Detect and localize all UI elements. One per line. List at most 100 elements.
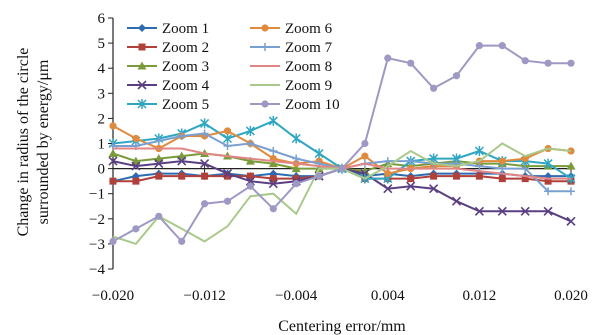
data-point-zoom-7: [154, 136, 163, 145]
data-point-zoom-7: [567, 187, 575, 196]
legend-item-zoom-1: Zoom 1: [127, 21, 209, 37]
data-point-zoom-5: [222, 133, 233, 144]
legend-label: Zoom 4: [162, 78, 210, 94]
data-point-zoom-10: [292, 180, 300, 188]
legend-item-zoom-6: Zoom 6: [250, 21, 333, 37]
data-point-zoom-6: [223, 127, 232, 135]
data-point-zoom-4: [383, 184, 393, 194]
data-point-zoom-7: [544, 187, 553, 196]
data-point-zoom-2: [292, 175, 300, 183]
data-point-zoom-10: [315, 172, 323, 180]
data-point-zoom-7: [498, 164, 507, 173]
legend-label: Zoom 10: [285, 97, 340, 113]
legend-marker: [261, 100, 269, 108]
data-point-zoom-10: [132, 225, 140, 233]
data-point-zoom-7: [383, 157, 392, 166]
legend-item-zoom-9: Zoom 9: [250, 78, 332, 94]
y-axis-title-line-2: surrounded by energy/μm: [35, 59, 52, 224]
data-point-zoom-10: [338, 165, 346, 173]
y-axis-ticks: −4 −3 −2 −1 0 1 2 3 4 5 6: [89, 11, 113, 278]
data-point-zoom-10: [109, 237, 117, 245]
data-point-zoom-2: [521, 175, 529, 183]
data-point-zoom-2: [430, 172, 438, 180]
data-point-zoom-2: [453, 172, 460, 180]
data-point-zoom-10: [201, 200, 209, 208]
data-point-zoom-4: [566, 216, 576, 226]
legend-label: Zoom 6: [285, 21, 333, 37]
data-point-zoom-2: [132, 177, 140, 185]
data-point-zoom-10: [269, 205, 277, 213]
legend-label: Zoom 5: [162, 97, 209, 113]
data-point-zoom-5: [474, 146, 484, 157]
y-axis-title: Change in radius of the circle surrounde…: [15, 48, 52, 237]
data-point-zoom-4: [154, 159, 164, 169]
y-tick-label: 5: [98, 36, 106, 52]
series-zoom-10: [109, 42, 575, 245]
data-point-zoom-4: [497, 206, 507, 216]
data-point-zoom-3: [268, 159, 278, 168]
data-point-zoom-6: [361, 152, 369, 160]
data-point-zoom-10: [155, 212, 163, 220]
data-point-zoom-4: [474, 206, 484, 216]
y-tick-label: −3: [89, 237, 105, 253]
data-point-zoom-4: [131, 161, 141, 171]
legend-item-zoom-4: Zoom 4: [127, 78, 210, 94]
data-point-zoom-2: [498, 175, 506, 183]
x-tick-label: 0.020: [554, 288, 588, 304]
data-point-zoom-7: [177, 131, 186, 140]
data-point-zoom-10: [498, 42, 506, 50]
y-tick-label: −2: [89, 212, 105, 228]
legend-marker: [138, 24, 146, 32]
data-point-zoom-10: [223, 197, 232, 205]
legend-item-zoom-5: Zoom 5: [127, 97, 209, 113]
data-point-zoom-4: [177, 156, 187, 166]
legend-item-zoom-10: Zoom 10: [250, 97, 340, 113]
data-point-zoom-5: [245, 125, 255, 136]
data-point-zoom-3: [108, 149, 118, 158]
data-point-zoom-10: [430, 84, 438, 92]
data-point-zoom-7: [269, 147, 278, 156]
data-point-zoom-7: [406, 157, 415, 166]
x-tick-label: 0.012: [463, 288, 497, 304]
data-point-zoom-2: [544, 177, 552, 185]
data-point-zoom-2: [246, 172, 254, 180]
data-point-zoom-6: [567, 147, 575, 155]
y-tick-label: 0: [98, 162, 106, 178]
data-point-zoom-6: [498, 157, 506, 165]
data-point-zoom-7: [200, 129, 209, 138]
legend-marker: [137, 99, 147, 109]
data-point-zoom-7: [223, 142, 232, 151]
data-point-zoom-5: [200, 118, 210, 129]
series-lines: [108, 42, 576, 246]
y-tick-label: 3: [98, 86, 106, 102]
legend-marker: [137, 80, 147, 90]
x-tick-label: −0.012: [183, 288, 225, 304]
legend: Zoom 1 Zoom 2 Zoom 3 Zoom 4 Zoom 5 Zoom 6 Zoom…: [127, 21, 340, 113]
data-point-zoom-3: [245, 156, 255, 165]
data-point-zoom-10: [178, 237, 186, 245]
legend-label: Zoom 8: [285, 59, 332, 75]
data-point-zoom-2: [224, 172, 231, 180]
legend-item-zoom-2: Zoom 2: [127, 40, 209, 56]
legend-marker: [137, 61, 147, 70]
data-point-zoom-4: [451, 196, 462, 206]
data-point-zoom-3: [177, 151, 187, 160]
x-tick-label: −0.020: [92, 288, 134, 304]
data-point-zoom-4: [520, 206, 530, 216]
y-tick-label: −4: [89, 262, 105, 278]
y-tick-label: 2: [98, 111, 106, 127]
data-point-zoom-4: [429, 184, 439, 194]
data-point-zoom-5: [314, 148, 324, 159]
data-point-zoom-5: [268, 115, 278, 126]
y-tick-label: 6: [98, 11, 106, 27]
data-point-zoom-3: [154, 154, 164, 163]
data-point-zoom-6: [384, 170, 392, 178]
data-point-zoom-10: [384, 54, 392, 62]
x-tick-label: 0.004: [371, 288, 405, 304]
data-point-zoom-2: [109, 177, 117, 185]
x-axis-ticks: −0.020 −0.012 −0.004 0.004 0.012 0.020: [92, 164, 588, 304]
data-point-zoom-7: [246, 139, 255, 148]
data-point-zoom-2: [407, 175, 415, 183]
